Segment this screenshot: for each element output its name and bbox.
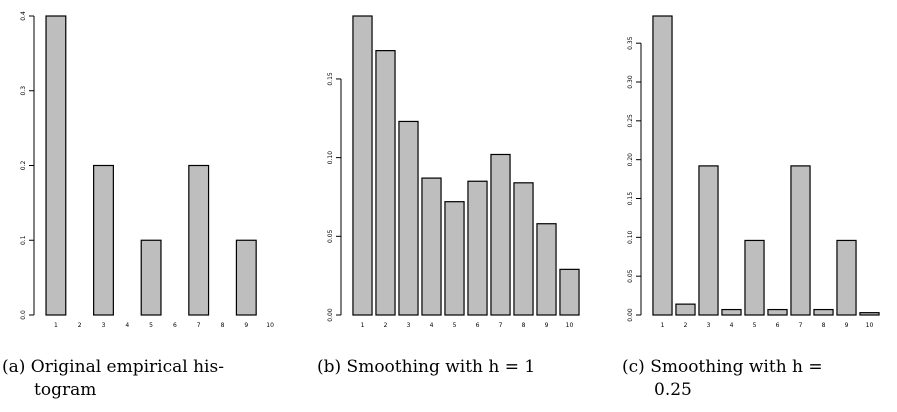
y-tick-label: 0.0 <box>20 310 27 320</box>
bar-9 <box>536 223 557 316</box>
x-tick-label: 5 <box>149 322 153 329</box>
bar-4 <box>721 308 742 316</box>
x-tick-label: 7 <box>499 322 503 329</box>
x-tick-label: 9 <box>244 322 248 329</box>
caption-a-line1: (a) Original empirical his- <box>2 357 224 377</box>
bar-8 <box>513 182 534 316</box>
bar-3 <box>698 165 719 316</box>
x-tick-label: 1 <box>361 322 365 329</box>
x-tick-label: 3 <box>707 322 711 329</box>
x-tick-label: 9 <box>845 322 849 329</box>
y-tick-label: 0.00 <box>627 308 634 322</box>
caption-a: (a) Original empirical his- togram <box>2 356 264 402</box>
x-tick-label: 4 <box>730 322 734 329</box>
bar-5 <box>444 201 465 316</box>
x-tick-label: 6 <box>476 322 480 329</box>
bar-9 <box>235 239 257 316</box>
bar-9 <box>836 239 857 316</box>
x-tick-label: 1 <box>661 322 665 329</box>
bar-7 <box>790 165 811 316</box>
x-tick-label: 8 <box>522 322 526 329</box>
y-tick-label: 0.15 <box>327 72 334 86</box>
x-tick-label: 2 <box>684 322 688 329</box>
bar-6 <box>467 180 488 316</box>
caption-b-line1: (b) Smoothing with h = 1 <box>317 357 536 377</box>
x-tick-label: 5 <box>453 322 457 329</box>
x-tick-label: 4 <box>125 322 129 329</box>
x-tick-label: 2 <box>78 322 82 329</box>
y-tick-label: 0.35 <box>627 36 634 50</box>
y-tick-label: 0.25 <box>627 114 634 128</box>
histogram-original: 1 2 3 4 5 6 7 8 9 10 0.0 0.1 0.2 0.3 0.4 <box>20 11 274 329</box>
bar-4 <box>421 177 442 316</box>
x-tick-label: 1 <box>54 322 58 329</box>
x-tick-label: 4 <box>430 322 434 329</box>
y-tick-label: 0.10 <box>627 230 634 244</box>
x-tick-label: 6 <box>173 322 177 329</box>
y-tick-label: 0.05 <box>627 269 634 283</box>
y-tick-label: 0.4 <box>20 11 27 21</box>
histogram-smoothing-h1: 1 2 3 4 5 6 7 8 9 10 0.00 0.05 0.10 0.15 <box>327 15 580 329</box>
y-tick-label: 0.1 <box>20 235 27 245</box>
y-tick-label: 0.05 <box>327 229 334 243</box>
x-tick-label: 9 <box>545 322 549 329</box>
bar-1 <box>45 15 67 316</box>
bar-7 <box>490 153 511 316</box>
y-tick-label: 0.10 <box>327 151 334 165</box>
bar-1 <box>652 15 673 316</box>
bar-3 <box>398 120 419 316</box>
bar-3 <box>93 164 114 316</box>
caption-b: (b) Smoothing with h = 1 <box>317 356 579 379</box>
x-tick-label: 8 <box>221 322 225 329</box>
y-tick-label: 0.00 <box>327 308 334 322</box>
x-tick-label: 7 <box>197 322 201 329</box>
y-tick-label: 0.3 <box>20 86 27 96</box>
x-tick-label: 6 <box>776 322 780 329</box>
caption-c: (c) Smoothing with h = 0.25 <box>622 356 884 402</box>
bar-5 <box>744 239 765 316</box>
bar-2 <box>375 50 396 316</box>
caption-c-line1: (c) Smoothing with h = <box>622 357 823 377</box>
bar-6 <box>767 308 788 316</box>
y-tick-label: 0.20 <box>627 153 634 167</box>
x-tick-label: 3 <box>407 322 411 329</box>
caption-c-line2: 0.25 <box>654 380 692 400</box>
x-tick-label: 8 <box>822 322 826 329</box>
bar-10 <box>859 312 880 316</box>
bar-7 <box>188 164 210 316</box>
bar-5 <box>140 239 162 316</box>
y-tick-label: 0.30 <box>627 75 634 89</box>
bar-8 <box>813 308 834 316</box>
bar-1 <box>352 15 373 316</box>
y-tick-label: 0.15 <box>627 192 634 206</box>
x-tick-label: 10 <box>866 322 874 329</box>
x-tick-label: 3 <box>102 322 106 329</box>
bar-2 <box>675 303 696 316</box>
x-tick-label: 5 <box>753 322 757 329</box>
bar-10 <box>559 268 580 316</box>
histogram-smoothing-h025: 1 2 3 4 5 6 7 8 9 10 0.00 0.05 0.10 0.15 0.20 0.25 0.30 0… <box>627 15 880 329</box>
x-tick-label: 7 <box>799 322 803 329</box>
caption-a-line2: togram <box>34 380 97 400</box>
x-tick-label: 2 <box>384 322 388 329</box>
x-tick-label: 10 <box>266 322 274 329</box>
x-tick-label: 10 <box>566 322 574 329</box>
y-tick-label: 0.2 <box>20 161 27 171</box>
